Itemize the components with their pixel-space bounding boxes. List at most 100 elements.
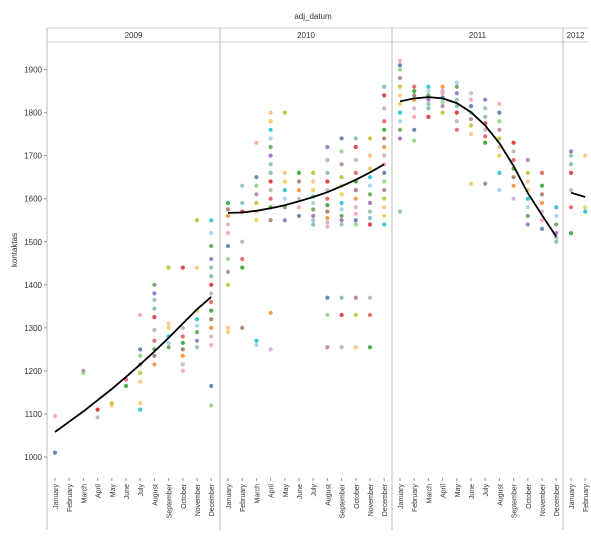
x-tick-label: May <box>110 484 117 498</box>
data-point <box>268 310 273 315</box>
data-point <box>382 170 387 175</box>
data-point <box>412 138 417 143</box>
data-point <box>367 209 373 214</box>
data-point <box>397 110 403 115</box>
data-point <box>554 239 559 244</box>
data-point <box>296 179 302 184</box>
data-point <box>138 379 143 384</box>
data-point <box>397 93 403 98</box>
data-point <box>353 196 358 201</box>
data-point <box>497 170 502 175</box>
data-point <box>138 312 143 318</box>
data-point <box>382 196 387 201</box>
data-point <box>180 325 185 330</box>
data-point <box>483 106 488 111</box>
x-tick-label: December <box>209 483 216 516</box>
data-point <box>353 295 358 300</box>
data-point <box>282 196 287 201</box>
data-point <box>209 231 214 236</box>
data-point <box>325 144 330 150</box>
data-point <box>397 101 403 107</box>
x-tick-label: December <box>382 483 389 516</box>
panel-header-label: 2011 <box>469 31 487 40</box>
data-point <box>225 213 231 219</box>
data-point <box>367 183 373 188</box>
data-point <box>166 265 171 270</box>
data-point <box>568 231 574 236</box>
data-point <box>138 353 143 358</box>
data-point <box>209 317 214 322</box>
x-tick-label: April <box>441 484 448 498</box>
data-point <box>254 338 259 343</box>
data-point <box>511 183 516 188</box>
data-point <box>440 110 445 115</box>
data-point <box>180 340 185 346</box>
data-point <box>426 97 431 102</box>
data-point <box>166 340 171 346</box>
data-point <box>468 123 474 128</box>
data-point <box>382 84 387 89</box>
data-point <box>525 222 530 227</box>
data-point <box>353 345 358 350</box>
data-point <box>367 136 373 141</box>
data-point <box>152 327 157 333</box>
data-point <box>152 306 157 311</box>
data-point <box>367 345 373 350</box>
data-point <box>296 213 302 219</box>
data-point <box>382 153 387 158</box>
data-point <box>311 213 316 219</box>
data-point <box>325 295 330 300</box>
data-point <box>194 265 200 270</box>
data-point <box>311 170 316 175</box>
data-point <box>152 291 157 296</box>
data-point <box>468 116 474 122</box>
data-point <box>367 215 373 221</box>
data-point <box>367 295 373 300</box>
data-point <box>296 196 302 201</box>
data-point <box>382 187 387 193</box>
data-point <box>325 312 330 318</box>
column-header-title: adj_datum <box>294 12 332 21</box>
data-point <box>209 383 214 389</box>
trend-lines <box>54 96 586 433</box>
data-point <box>240 256 245 262</box>
x-tick-label: January <box>569 484 576 509</box>
data-point <box>166 321 171 326</box>
data-point <box>138 370 143 376</box>
data-point <box>240 325 245 330</box>
data-point <box>468 97 474 102</box>
data-point <box>282 110 287 115</box>
data-point <box>367 166 373 171</box>
data-point <box>268 179 273 184</box>
data-point <box>339 200 344 206</box>
data-point <box>282 179 287 184</box>
data-point <box>397 84 403 89</box>
data-point <box>382 205 387 210</box>
data-point <box>296 187 302 193</box>
data-point <box>180 347 185 352</box>
x-tick-label: October <box>354 483 361 509</box>
x-tick-label: December <box>554 483 561 516</box>
data-point <box>325 179 330 184</box>
data-point <box>525 213 530 219</box>
x-tick-label: August <box>497 484 504 506</box>
data-point <box>568 187 574 193</box>
x-tick-label: June <box>297 484 304 499</box>
data-point <box>254 200 259 206</box>
x-tick-label: March <box>81 484 88 504</box>
panel-header-label: 2009 <box>125 31 143 40</box>
data-point <box>152 353 157 358</box>
data-point <box>138 347 143 352</box>
data-point <box>468 91 474 96</box>
data-point <box>240 183 245 188</box>
x-tick-label: September <box>167 483 174 518</box>
data-points <box>52 58 588 455</box>
panel-headers: 2009 2010 2011 2012 <box>125 31 585 40</box>
data-point <box>483 140 488 145</box>
data-point <box>367 200 373 206</box>
data-point <box>225 256 231 262</box>
x-tick-label: September <box>512 483 519 518</box>
data-point <box>583 153 588 158</box>
data-point <box>95 407 100 412</box>
data-point <box>240 265 245 270</box>
